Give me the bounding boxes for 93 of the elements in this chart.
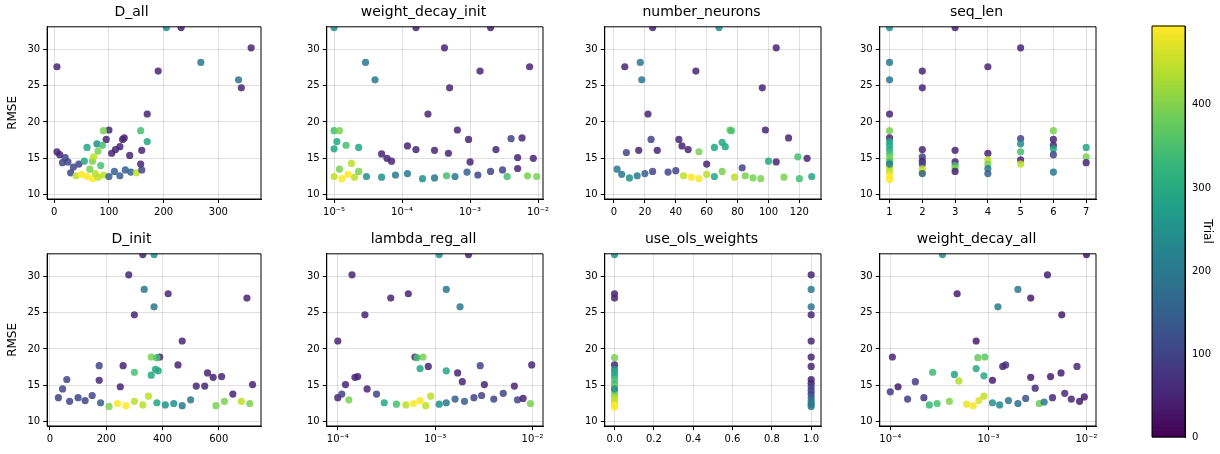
x-tick-label: 3	[951, 205, 959, 217]
x-tick-label: 0.0	[606, 432, 623, 444]
y-tick-label: 10	[859, 415, 873, 427]
x-tick-label: 4	[984, 205, 992, 217]
x-tick-label: 7	[1082, 205, 1090, 217]
x-tick-label: 40	[669, 205, 683, 217]
x-tick-label: 0	[46, 432, 54, 444]
y-tick-label: 20	[584, 115, 598, 127]
y-tick-label: 25	[584, 79, 598, 91]
y-tick-label: 15	[27, 378, 41, 390]
chart-title: use_ols_weights	[644, 230, 759, 247]
x-tick-label: 200	[154, 205, 174, 217]
x-tick-label: 100	[758, 205, 779, 217]
y-tick-label: 25	[306, 79, 320, 91]
x-tick-label: 10⁻²	[1075, 432, 1098, 444]
y-tick-label: 10	[584, 415, 598, 427]
y-tick-label: 15	[27, 151, 41, 163]
x-tick-label: 6	[1050, 205, 1057, 217]
y-tick-label: 30	[306, 269, 320, 281]
chart-title: lambda_reg_all	[370, 230, 477, 247]
y-tick-label: 20	[306, 115, 320, 127]
y-tick-label: 30	[859, 42, 873, 54]
x-tick-label: 10⁻³	[424, 432, 447, 444]
color-bar-label: 100	[1192, 347, 1212, 359]
chart-title: weight_decay_all	[916, 230, 1037, 247]
color-bar-label: 400	[1192, 98, 1212, 110]
x-tick-label: 1	[886, 205, 893, 217]
x-tick-label: 10⁻⁴	[326, 432, 349, 444]
y-tick-label: 10	[584, 188, 598, 200]
y-tick-label: 25	[859, 306, 873, 318]
x-tick-label: 10⁻³	[459, 205, 482, 217]
y-tick-label: 20	[584, 342, 598, 354]
x-tick-label: 0.2	[645, 432, 662, 444]
y-axis-title: RMSE	[5, 95, 20, 130]
y-tick-label: 30	[584, 42, 598, 54]
x-tick-label: 120	[789, 205, 809, 217]
x-tick-label: 0.6	[724, 432, 741, 444]
y-tick-label: 15	[584, 151, 598, 163]
chart-title: seq_len	[949, 3, 1004, 20]
color-bar-title: Trial	[1200, 218, 1215, 244]
y-tick-label: 15	[306, 151, 320, 163]
x-tick-label: 200	[96, 432, 116, 444]
y-tick-label: 20	[306, 342, 320, 354]
x-tick-label: 20	[638, 205, 652, 217]
y-tick-label: 25	[27, 79, 41, 91]
x-tick-label: 0.4	[685, 432, 702, 444]
x-tick-label: 60	[700, 205, 714, 217]
x-tick-label: 10⁻⁴	[391, 205, 414, 217]
y-tick-label: 15	[859, 151, 873, 163]
x-tick-label: 0.8	[763, 432, 780, 444]
x-tick-label: 100	[99, 205, 119, 217]
x-tick-label: 5	[1017, 205, 1024, 217]
x-tick-label: 0	[610, 205, 618, 217]
y-tick-label: 20	[27, 342, 41, 354]
y-tick-label: 10	[859, 188, 873, 200]
y-tick-label: 30	[306, 42, 320, 54]
x-tick-label: 1.0	[803, 432, 820, 444]
y-tick-label: 15	[859, 378, 873, 390]
y-tick-label: 10	[27, 415, 41, 427]
y-tick-label: 20	[859, 342, 873, 354]
x-tick-label: 10⁻⁵	[323, 205, 346, 217]
color-bar-label: 300	[1192, 181, 1212, 193]
x-tick-label: 10⁻²	[527, 205, 550, 217]
color-bar-label: 200	[1192, 264, 1212, 276]
y-tick-label: 10	[306, 188, 320, 200]
x-tick-label: 0	[51, 205, 58, 217]
y-tick-label: 25	[306, 306, 320, 318]
y-tick-label: 25	[584, 306, 598, 318]
y-tick-label: 25	[27, 306, 41, 318]
chart-title: D_all	[114, 3, 149, 20]
chart-title: weight_decay_init	[360, 3, 487, 20]
x-tick-label: 80	[731, 205, 744, 217]
y-tick-label: 15	[584, 378, 598, 390]
y-tick-label: 30	[27, 269, 41, 281]
y-axis-title: RMSE	[5, 322, 20, 357]
chart-title: D_init	[111, 230, 152, 247]
y-tick-label: 15	[306, 378, 320, 390]
y-tick-label: 20	[27, 115, 41, 127]
x-tick-label: 10⁻²	[521, 432, 544, 444]
x-tick-label: 400	[152, 432, 173, 444]
x-tick-label: 10⁻³	[977, 432, 1000, 444]
x-tick-label: 300	[208, 205, 228, 217]
chart-title: number_neurons	[642, 3, 761, 20]
y-tick-label: 30	[859, 269, 873, 281]
y-tick-label: 30	[27, 42, 41, 54]
x-tick-label: 10⁻⁴	[879, 432, 902, 444]
y-tick-label: 10	[306, 415, 320, 427]
y-tick-label: 30	[584, 269, 598, 281]
x-tick-label: 2	[919, 205, 926, 217]
y-tick-label: 25	[859, 79, 873, 91]
y-tick-label: 20	[859, 115, 873, 127]
x-tick-label: 600	[209, 432, 229, 444]
y-tick-label: 10	[27, 188, 41, 200]
